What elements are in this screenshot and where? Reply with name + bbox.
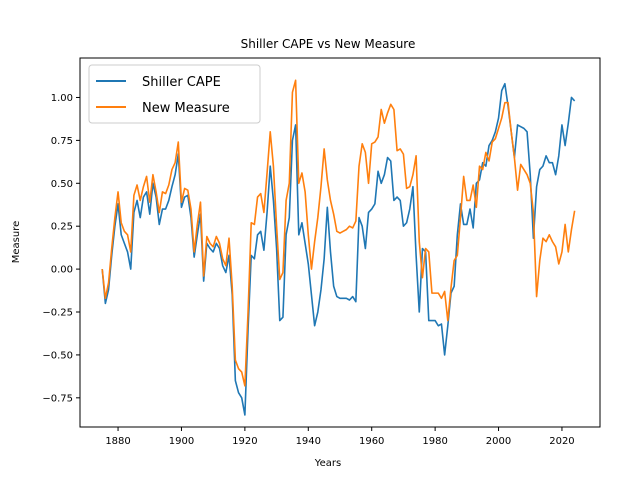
y-tick-label: 0.75 xyxy=(51,136,73,147)
x-axis-label: Years xyxy=(314,458,341,469)
y-tick-label: −0.25 xyxy=(42,308,73,319)
x-tick-label: 2000 xyxy=(486,436,511,447)
y-tick-label: 0.50 xyxy=(51,179,73,190)
legend: Shiller CAPE New Measure xyxy=(88,64,261,124)
x-tick-label: 1880 xyxy=(105,436,130,447)
y-axis-label: Measure xyxy=(11,221,22,264)
y-tick-label: −0.75 xyxy=(42,393,73,404)
y-tick-label: 0.00 xyxy=(51,265,73,276)
axes-frame xyxy=(79,57,601,428)
x-axis: 1880 1900 1920 1940 1960 1980 2000 2020 xyxy=(105,427,575,447)
x-tick-label: 1980 xyxy=(422,436,447,447)
series-layer xyxy=(101,79,576,416)
y-tick-label: 0.25 xyxy=(51,222,73,233)
x-tick-label: 1920 xyxy=(232,436,257,447)
x-tick-label: 1900 xyxy=(169,436,194,447)
legend-label-new-measure: New Measure xyxy=(142,101,230,116)
series-line-new-measure xyxy=(101,79,576,387)
y-tick-label: −0.50 xyxy=(42,350,73,361)
x-tick-label: 1960 xyxy=(359,436,384,447)
x-tick-label: 2020 xyxy=(549,436,574,447)
legend-box xyxy=(88,64,261,124)
y-axis: −0.75 −0.50 −0.25 0.00 0.25 0.50 0.75 1.00 xyxy=(42,93,80,404)
legend-label-shiller-cape: Shiller CAPE xyxy=(142,75,221,90)
chart-title: Shiller CAPE vs New Measure xyxy=(241,37,416,51)
x-tick-label: 1940 xyxy=(296,436,321,447)
y-tick-label: 1.00 xyxy=(51,93,73,104)
